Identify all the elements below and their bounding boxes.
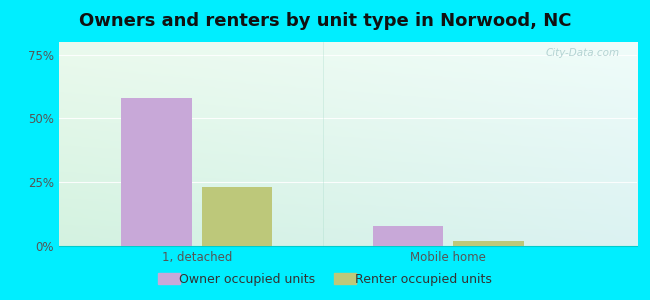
Text: City-Data.com: City-Data.com: [545, 48, 619, 58]
Bar: [454, 241, 524, 246]
Bar: [202, 187, 272, 246]
Legend: Owner occupied units, Renter occupied units: Owner occupied units, Renter occupied un…: [153, 268, 497, 291]
Bar: [373, 226, 443, 246]
Text: Owners and renters by unit type in Norwood, NC: Owners and renters by unit type in Norwo…: [79, 12, 571, 30]
Bar: [122, 98, 192, 246]
